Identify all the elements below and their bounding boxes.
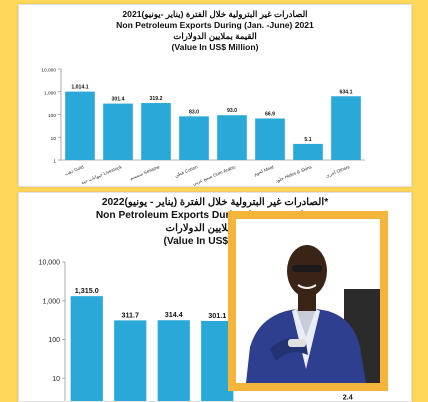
x-tick-label: سمسم Sesame <box>129 164 161 182</box>
y-tick-label: 10,000 <box>41 68 56 74</box>
bar <box>293 143 323 160</box>
x-tick-label: ذهب Gold <box>64 164 85 176</box>
bar <box>65 91 95 160</box>
data-label: 2.4 <box>343 392 353 401</box>
portrait-photo <box>236 219 380 383</box>
y-tick-label: 1,000 <box>42 298 60 305</box>
data-label: 319.2 <box>150 96 163 102</box>
bar <box>179 116 209 160</box>
y-tick-label: 10 <box>52 376 60 383</box>
x-tick-label: لحوم Meat <box>253 164 275 178</box>
x-tick-label: جلود Hides & Skins <box>275 164 314 184</box>
y-tick-label: 1 <box>53 159 56 165</box>
photo-frame <box>228 211 388 391</box>
chart-subtitle-en: (Value In US$ Million) <box>163 236 267 247</box>
data-label: 1,014.1 <box>71 85 88 91</box>
y-tick-label: 10 <box>51 136 57 142</box>
data-label: 634.1 <box>340 89 353 95</box>
y-tick-label: 10,000 <box>39 260 61 267</box>
bar <box>141 103 171 160</box>
bar <box>201 320 234 401</box>
x-tick-label: صمغ عربي Gum Arabic <box>192 164 238 186</box>
chart-title-ar: الصادرات غير البترولية خلال الفترة (يناي… <box>122 9 308 19</box>
y-tick-label: 100 <box>48 337 60 344</box>
x-tick-label: حيوانات حية Livestock <box>80 164 123 186</box>
bar <box>70 296 103 401</box>
chart-title-en: Non Petroleum Exports During (Jan. -June… <box>95 210 335 221</box>
chart-title-en: Non Petroleum Exports During (Jan. -June… <box>116 20 314 30</box>
data-label: 5.1 <box>304 137 311 143</box>
data-label: 1,315.0 <box>75 286 99 295</box>
chart-subtitle-ar: القيمة بملايين الدولارات <box>173 31 257 41</box>
bar <box>157 320 190 401</box>
chart-2021: 1 10 100 1,000 10,000 1,014.1 ذهب Gold 301.4 حيو… <box>41 68 365 186</box>
data-label: 83.0 <box>189 109 199 115</box>
bar <box>217 115 247 160</box>
x-tick-label: قطن Cotton <box>174 164 199 179</box>
bar <box>114 320 147 401</box>
y-tick-label: 100 <box>48 113 56 119</box>
data-label: 93.0 <box>227 108 237 114</box>
chart-2022: 10 100 1,000 10,000 1,315.0 311.7 314.4 301.1 2.… <box>39 260 353 401</box>
data-label: 314.4 <box>165 310 183 319</box>
y-tick-label: 1,000 <box>44 90 56 96</box>
bar <box>331 96 361 160</box>
x-tick-label: أخرى Others <box>324 162 351 179</box>
bar <box>255 118 285 160</box>
chart-subtitle-en: (Value In US$ Million) <box>171 42 259 52</box>
bar <box>103 103 133 160</box>
data-label: 66.9 <box>265 111 275 117</box>
chart-title-ar: الصادرات غير البترولية خلال الفترة (يناي… <box>101 197 329 208</box>
data-label: 301.1 <box>208 311 226 320</box>
data-label: 311.7 <box>121 310 139 319</box>
chart-subtitle-ar: القيمة بملايين الدولارات <box>165 223 265 234</box>
chart-panel-2021: الصادرات غير البترولية خلال الفترة (يناي… <box>18 4 412 187</box>
data-label: 301.4 <box>112 97 125 103</box>
